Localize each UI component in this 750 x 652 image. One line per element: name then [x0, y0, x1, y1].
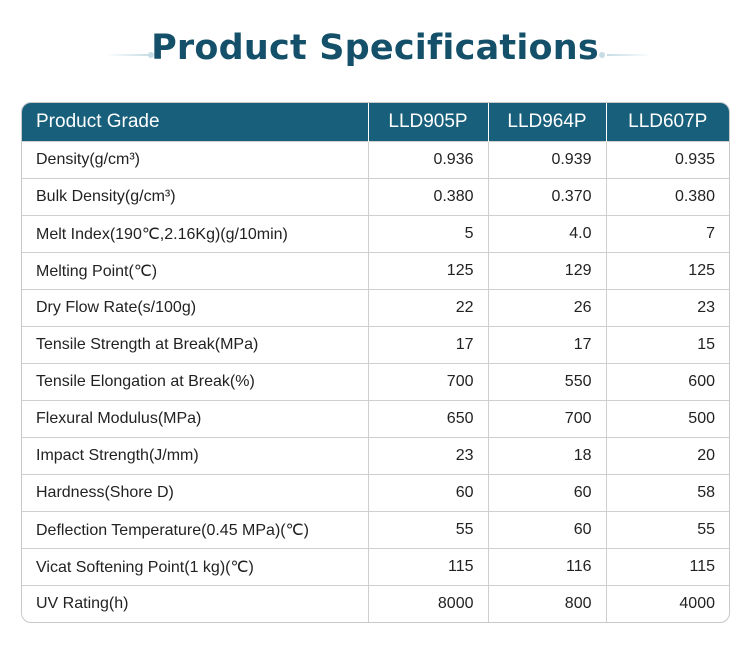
property-label: Bulk Density(g/cm³) [22, 177, 369, 215]
table-row: Melting Point(℃) 125 129 125 [22, 251, 729, 289]
property-value: 22 [368, 288, 489, 326]
property-value: 15 [606, 325, 729, 363]
header-grade-lld905p: LLD905P [368, 103, 489, 141]
table-row: Tensile Elongation at Break(%) 700 550 600 [22, 362, 729, 400]
page-title: Product Specifications [151, 28, 599, 68]
table-row: Vicat Softening Point(1 kg)(℃) 115 116 115 [22, 547, 729, 585]
property-value: 700 [488, 399, 607, 437]
property-value: 115 [368, 547, 489, 585]
property-value: 500 [606, 399, 729, 437]
table-row: Impact Strength(J/mm) 23 18 20 [22, 436, 729, 474]
property-label: Hardness(Shore D) [22, 473, 369, 511]
property-value: 17 [488, 325, 607, 363]
decorative-dot-right [599, 52, 605, 58]
property-value: 26 [488, 288, 607, 326]
specifications-table-container: Product Grade LLD905P LLD964P LLD607P De… [21, 102, 730, 623]
property-label: Deflection Temperature(0.45 MPa)(℃) [22, 510, 369, 548]
decorative-line-left [105, 54, 150, 56]
header-grade-lld964p: LLD964P [488, 103, 607, 141]
header-product-grade: Product Grade [22, 103, 369, 141]
property-value: 4000 [606, 584, 729, 622]
property-label: Melting Point(℃) [22, 251, 369, 289]
property-value: 115 [606, 547, 729, 585]
property-value: 4.0 [488, 214, 607, 252]
property-value: 0.380 [606, 177, 729, 215]
table-row: UV Rating(h) 8000 800 4000 [22, 584, 729, 622]
property-value: 0.370 [488, 177, 607, 215]
property-value: 55 [606, 510, 729, 548]
property-value: 17 [368, 325, 489, 363]
property-value: 5 [368, 214, 489, 252]
property-label: Density(g/cm³) [22, 140, 369, 178]
table-row: Tensile Strength at Break(MPa) 17 17 15 [22, 325, 729, 363]
property-value: 116 [488, 547, 607, 585]
property-value: 7 [606, 214, 729, 252]
property-value: 0.935 [606, 140, 729, 178]
header-grade-lld607p: LLD607P [628, 110, 708, 132]
specifications-table: Product Grade LLD905P LLD964P LLD607P De… [22, 103, 729, 622]
property-value: 8000 [368, 584, 489, 622]
table-row: Bulk Density(g/cm³) 0.380 0.370 0.380 [22, 177, 729, 215]
property-value: 0.939 [488, 140, 607, 178]
property-value: 600 [606, 362, 729, 400]
property-value: 55 [368, 510, 489, 548]
property-label: Flexural Modulus(MPa) [22, 399, 369, 437]
property-value: 58 [606, 473, 729, 511]
property-value: 23 [606, 288, 729, 326]
table-row: Dry Flow Rate(s/100g) 22 26 23 [22, 288, 729, 326]
property-label: UV Rating(h) [22, 584, 369, 622]
property-label: Impact Strength(J/mm) [22, 436, 369, 474]
property-value: 0.936 [368, 140, 489, 178]
property-value: 60 [488, 473, 607, 511]
property-label: Tensile Strength at Break(MPa) [22, 325, 369, 363]
property-value: 129 [488, 251, 607, 289]
title-section: Product Specifications [0, 0, 750, 100]
property-value: 60 [488, 510, 607, 548]
property-label: Vicat Softening Point(1 kg)(℃) [22, 547, 369, 585]
decorative-dot-left [148, 52, 154, 58]
table-row: Flexural Modulus(MPa) 650 700 500 [22, 399, 729, 437]
property-label: Dry Flow Rate(s/100g) [22, 288, 369, 326]
table-body: Density(g/cm³) 0.936 0.939 0.935 Bulk Densit… [22, 140, 729, 622]
property-value: 125 [368, 251, 489, 289]
property-value: 0.380 [368, 177, 489, 215]
property-label: Tensile Elongation at Break(%) [22, 362, 369, 400]
table-row: Melt Index(190℃,2.16Kg)(g/10min) 5 4.0 7 [22, 214, 729, 252]
property-value: 23 [368, 436, 489, 474]
property-value: 125 [606, 251, 729, 289]
property-value: 700 [368, 362, 489, 400]
property-value: 18 [488, 436, 607, 474]
decorative-line-right [607, 54, 652, 56]
property-value: 60 [368, 473, 489, 511]
table-row: Density(g/cm³) 0.936 0.939 0.935 [22, 140, 729, 178]
property-label: Melt Index(190℃,2.16Kg)(g/10min) [22, 214, 369, 252]
table-header-row: Product Grade LLD905P LLD964P LLD607P [22, 103, 729, 141]
property-value: 550 [488, 362, 607, 400]
table-row: Deflection Temperature(0.45 MPa)(℃) 55 60 5… [22, 510, 729, 548]
table-row: Hardness(Shore D) 60 60 58 [22, 473, 729, 511]
property-value: 20 [606, 436, 729, 474]
property-value: 800 [488, 584, 607, 622]
property-value: 650 [368, 399, 489, 437]
